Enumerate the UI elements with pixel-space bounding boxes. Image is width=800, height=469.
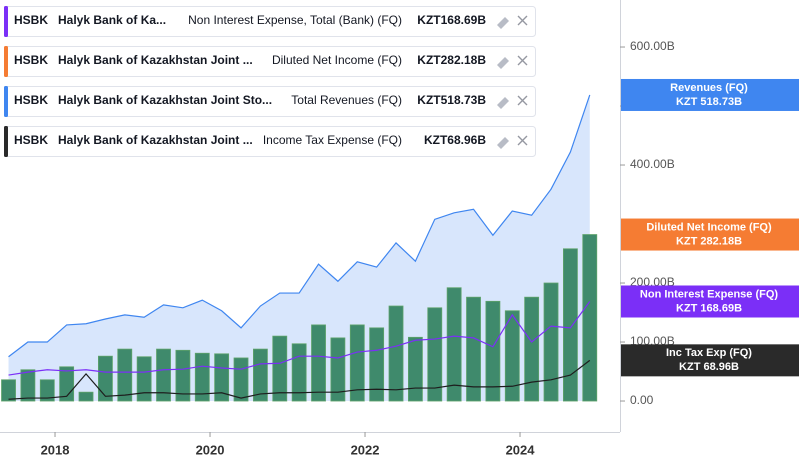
legend-swatch: [4, 126, 8, 157]
bar: [407, 336, 423, 402]
x-tick-label: 2024: [506, 442, 536, 457]
bar: [582, 234, 598, 402]
bar: [39, 379, 55, 402]
legend-icon: [497, 17, 509, 29]
bar: [504, 310, 520, 402]
legend-value: KZT68.96B: [424, 133, 486, 147]
bar: [485, 300, 501, 402]
bar: [117, 348, 133, 402]
area-line: [8, 94, 591, 358]
legend-swatch: [4, 86, 8, 117]
legend-icon: [497, 97, 509, 109]
legend-swatch: [4, 46, 8, 77]
y-tick-label: 400.00B: [630, 157, 675, 171]
bar: [330, 337, 346, 402]
legend-close[interactable]: [517, 15, 528, 26]
legend-symbol: HSBK: [14, 93, 48, 107]
bar: [194, 352, 210, 402]
bar: [156, 348, 171, 402]
legend-value: KZT282.18B: [417, 53, 486, 67]
bar: [446, 287, 462, 402]
line: [8, 359, 591, 400]
legend-company: Halyk Bank of Ka...: [58, 13, 166, 27]
bar: [252, 348, 268, 402]
legend-swatch: [4, 6, 8, 37]
value-tag: [621, 285, 799, 318]
legend-value: KZT168.69B: [417, 13, 486, 27]
legend-close[interactable]: [517, 55, 528, 66]
legend-company: Halyk Bank of Kazakhstan Joint Sto...: [58, 93, 272, 107]
legend-metric: Non Interest Expense, Total (Bank) (FQ): [188, 13, 402, 27]
value-tag: [621, 344, 799, 377]
bar: [349, 324, 365, 402]
legend-metric: Income Tax Expense (FQ): [263, 133, 402, 147]
value-tag-value: KZT 168.69B: [676, 302, 742, 314]
value-tag-value: KZT 518.73B: [676, 96, 742, 108]
bar: [233, 357, 249, 402]
bar: [98, 355, 113, 402]
legend-close[interactable]: [517, 95, 528, 106]
bar: [466, 296, 481, 402]
y-tick-label: 600.00B: [630, 39, 675, 53]
bar: [175, 349, 191, 402]
legend-symbol: HSBK: [14, 13, 48, 27]
bar: [563, 248, 578, 402]
bar: [311, 324, 326, 402]
bar: [1, 379, 16, 402]
bar: [427, 307, 443, 402]
legend-company: Halyk Bank of Kazakhstan Joint ...: [58, 53, 253, 67]
legend-symbol: HSBK: [14, 133, 48, 147]
legend-value: KZT518.73B: [417, 93, 486, 107]
x-tick-label: 2018: [41, 442, 70, 457]
value-tag: [621, 78, 799, 111]
value-tag-value: KZT 68.96B: [679, 361, 739, 373]
bar: [20, 369, 36, 402]
value-tag-name: Inc Tax Exp (FQ): [666, 347, 752, 359]
x-tick-label: 2020: [196, 442, 225, 457]
legend-metric: Diluted Net Income (FQ): [272, 53, 402, 67]
legend-icon: [497, 57, 509, 69]
value-tag-value: KZT 282.18B: [676, 235, 742, 247]
value-tag-name: Diluted Net Income (FQ): [646, 221, 772, 233]
line: [8, 301, 591, 376]
bar: [524, 296, 540, 402]
area-fill: [8, 94, 590, 402]
legend-close[interactable]: [517, 135, 528, 146]
bar: [543, 282, 559, 402]
legend-metric: Total Revenues (FQ): [291, 93, 402, 107]
bar: [136, 356, 152, 402]
legend-company: Halyk Bank of Kazakhstan Joint ...: [58, 133, 253, 147]
value-tag-name: Revenues (FQ): [670, 82, 748, 94]
bar: [214, 353, 230, 402]
x-tick-label: 2022: [351, 442, 380, 457]
bar: [272, 335, 288, 402]
bar: [388, 305, 404, 402]
legend-symbol: HSBK: [14, 53, 48, 67]
bar: [369, 327, 385, 402]
value-tag: [621, 218, 799, 251]
bar: [78, 391, 94, 402]
legend-icon: [497, 137, 509, 149]
value-tag-name: Non Interest Expense (FQ): [640, 288, 778, 300]
y-tick-label: 0.00: [630, 393, 654, 407]
